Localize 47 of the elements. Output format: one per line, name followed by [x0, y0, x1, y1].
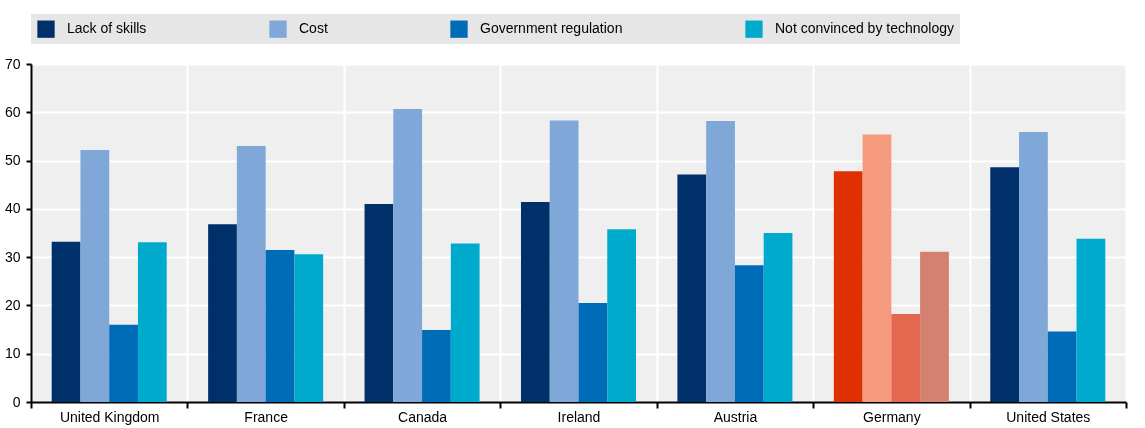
bar — [236, 146, 266, 402]
bar — [891, 314, 921, 402]
x-tick-label: United States — [1006, 408, 1091, 425]
y-tick-label: 10 — [4, 345, 21, 362]
bar — [51, 241, 81, 402]
bar — [734, 265, 764, 402]
legend-label: Government regulation — [480, 20, 623, 37]
bar — [578, 303, 608, 402]
bar — [607, 229, 637, 402]
y-tick-label: 0 — [12, 393, 21, 410]
bar — [450, 243, 480, 402]
bar — [706, 120, 735, 402]
bar — [990, 167, 1020, 402]
x-tick-label: Austria — [713, 408, 758, 425]
legend-label: Lack of skills — [67, 20, 147, 37]
y-tick-label: 40 — [4, 200, 21, 217]
x-tick-label: Germany — [863, 408, 921, 425]
bar — [920, 251, 949, 402]
x-tick-label: Ireland — [557, 408, 601, 425]
y-tick-label: 50 — [4, 152, 21, 169]
legend-label: Cost — [299, 20, 328, 37]
legend-label: Not convinced by technology — [775, 20, 954, 37]
bar — [549, 120, 579, 402]
bar — [862, 134, 892, 402]
x-tick-label: United Kingdom — [59, 408, 160, 425]
bar — [422, 330, 451, 402]
bar — [677, 174, 707, 402]
bar — [80, 149, 110, 402]
y-tick-label: 70 — [4, 55, 21, 72]
bar — [137, 242, 167, 402]
bar — [520, 202, 550, 402]
bar — [1047, 331, 1077, 402]
bar — [1019, 132, 1048, 402]
bar — [109, 324, 138, 402]
bar — [208, 224, 237, 402]
bar — [364, 204, 394, 402]
bar — [265, 249, 295, 402]
y-tick-label: 30 — [4, 248, 21, 265]
bar — [1076, 238, 1106, 402]
bar — [294, 254, 324, 402]
bar — [393, 108, 423, 402]
bar — [833, 171, 863, 402]
bar — [763, 233, 793, 402]
y-tick-label: 20 — [4, 296, 21, 313]
y-tick-label: 60 — [4, 103, 21, 120]
x-tick-label: France — [244, 408, 289, 425]
x-tick-label: Canada — [398, 408, 448, 425]
